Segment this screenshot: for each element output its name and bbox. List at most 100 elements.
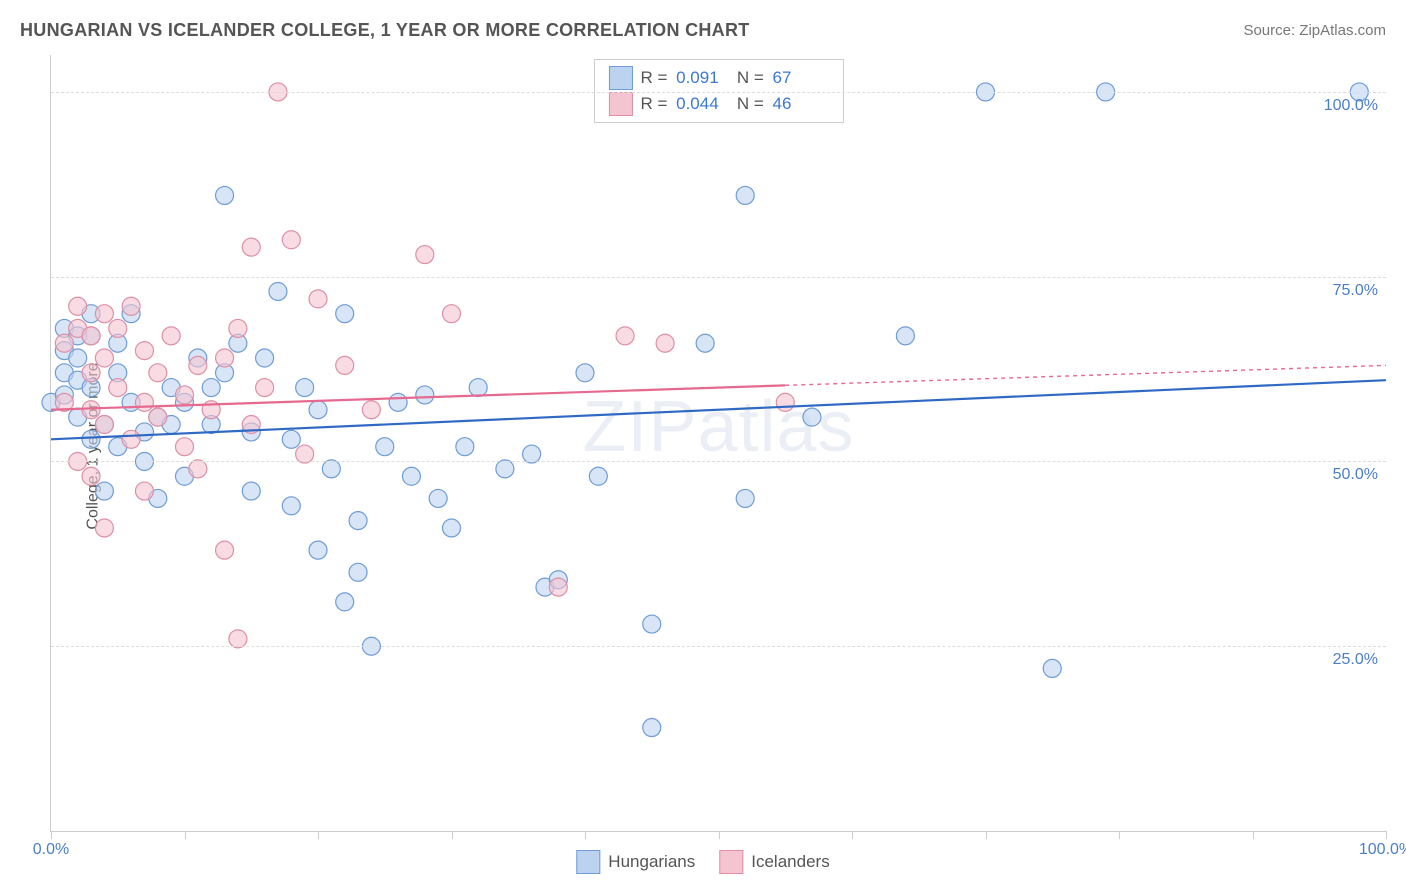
y-tick-label: 100.0% <box>1324 97 1378 115</box>
scatter-point <box>55 334 73 352</box>
scatter-point <box>1043 659 1061 677</box>
chart-plot-area: ZIPatlas R = 0.091 N = 67R = 0.044 N = 4… <box>50 55 1386 832</box>
scatter-point <box>296 445 314 463</box>
y-tick-label: 75.0% <box>1333 282 1378 300</box>
scatter-point <box>416 386 434 404</box>
scatter-point <box>242 482 260 500</box>
x-tick-label: 0.0% <box>33 841 69 859</box>
scatter-point <box>496 460 514 478</box>
scatter-point <box>736 489 754 507</box>
scatter-point <box>349 512 367 530</box>
scatter-point <box>282 430 300 448</box>
y-tick-label: 25.0% <box>1333 651 1378 669</box>
scatter-point <box>282 231 300 249</box>
scatter-point <box>643 615 661 633</box>
scatter-point <box>309 401 327 419</box>
scatter-point <box>82 364 100 382</box>
legend-swatch <box>608 66 632 90</box>
scatter-point <box>216 349 234 367</box>
scatter-point <box>296 379 314 397</box>
scatter-point <box>469 379 487 397</box>
series-legend-label: Icelanders <box>751 852 829 872</box>
scatter-point <box>189 460 207 478</box>
scatter-point <box>95 349 113 367</box>
scatter-point <box>696 334 714 352</box>
scatter-point <box>803 408 821 426</box>
scatter-point <box>95 482 113 500</box>
y-tick-label: 50.0% <box>1333 466 1378 484</box>
scatter-point <box>216 186 234 204</box>
legend-swatch <box>719 850 743 874</box>
scatter-point <box>162 327 180 345</box>
x-tick <box>585 831 586 839</box>
scatter-point <box>282 497 300 515</box>
scatter-point <box>109 379 127 397</box>
scatter-point <box>95 519 113 537</box>
chart-title: HUNGARIAN VS ICELANDER COLLEGE, 1 YEAR O… <box>20 20 750 41</box>
scatter-point <box>122 297 140 315</box>
scatter-point <box>135 393 153 411</box>
scatter-point <box>269 282 287 300</box>
scatter-point <box>229 319 247 337</box>
scatter-point <box>95 416 113 434</box>
scatter-point <box>523 445 541 463</box>
scatter-point <box>616 327 634 345</box>
x-tick <box>986 831 987 839</box>
scatter-point <box>389 393 407 411</box>
scatter-point <box>576 364 594 382</box>
scatter-point <box>135 482 153 500</box>
scatter-point <box>202 379 220 397</box>
scatter-point <box>135 342 153 360</box>
scatter-point <box>122 430 140 448</box>
scatter-point <box>402 467 420 485</box>
x-tick <box>1253 831 1254 839</box>
scatter-point <box>69 349 87 367</box>
x-tick <box>318 831 319 839</box>
scatter-point <box>242 238 260 256</box>
scatter-point <box>229 630 247 648</box>
scatter-point <box>429 489 447 507</box>
scatter-plot-svg <box>51 55 1386 831</box>
scatter-point <box>82 467 100 485</box>
scatter-point <box>456 438 474 456</box>
scatter-point <box>82 327 100 345</box>
scatter-point <box>896 327 914 345</box>
x-tick <box>852 831 853 839</box>
scatter-point <box>376 438 394 456</box>
scatter-point <box>176 386 194 404</box>
gridline <box>51 92 1386 93</box>
series-legend-label: Hungarians <box>608 852 695 872</box>
scatter-point <box>256 349 274 367</box>
scatter-point <box>336 593 354 611</box>
scatter-point <box>362 401 380 419</box>
source-attribution: Source: ZipAtlas.com <box>1243 22 1386 39</box>
regression-line <box>51 380 1386 439</box>
series-legend-item: Hungarians <box>576 850 695 874</box>
series-legend: Hungarians Icelanders <box>576 850 829 874</box>
regression-line-dashed <box>785 365 1386 385</box>
scatter-point <box>349 563 367 581</box>
x-tick-label: 100.0% <box>1359 841 1406 859</box>
x-tick <box>1386 831 1387 839</box>
scatter-point <box>643 719 661 737</box>
scatter-point <box>656 334 674 352</box>
x-tick <box>452 831 453 839</box>
gridline <box>51 461 1386 462</box>
scatter-point <box>216 541 234 559</box>
x-tick <box>185 831 186 839</box>
correlation-legend-row: R = 0.091 N = 67 <box>608 66 828 90</box>
scatter-point <box>443 519 461 537</box>
x-tick <box>51 831 52 839</box>
scatter-point <box>549 578 567 596</box>
gridline <box>51 277 1386 278</box>
scatter-point <box>149 408 167 426</box>
scatter-point <box>256 379 274 397</box>
scatter-point <box>736 186 754 204</box>
scatter-point <box>82 430 100 448</box>
scatter-point <box>109 319 127 337</box>
legend-swatch <box>608 92 632 116</box>
x-tick <box>1119 831 1120 839</box>
scatter-point <box>336 305 354 323</box>
gridline <box>51 646 1386 647</box>
scatter-point <box>336 356 354 374</box>
